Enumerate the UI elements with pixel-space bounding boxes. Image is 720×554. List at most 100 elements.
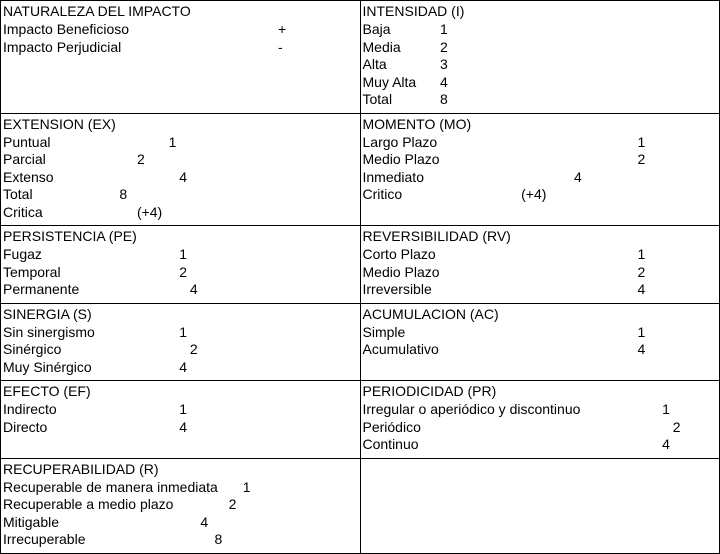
attribute-value: (+4) <box>521 186 546 204</box>
attribute-value: 3 <box>440 56 448 74</box>
attribute-value: 2 <box>637 151 645 169</box>
cell-header: MOMENTO (MO) <box>363 116 716 132</box>
cell-sinergia: SINERGIA (S)Sin sinergismo1Sinérgico2Muy… <box>1 303 361 381</box>
attribute-label: Muy Alta <box>363 74 417 90</box>
attribute-row: Inmediato 4 <box>363 169 716 187</box>
attribute-label: Baja <box>363 21 391 37</box>
attribute-row: Puntual 1 <box>3 134 356 152</box>
attribute-row: Simple 1 <box>363 324 716 342</box>
attribute-value: 4 <box>179 359 187 377</box>
attribute-label: Impacto Perjudicial <box>3 39 121 55</box>
attribute-label: Total <box>363 91 393 107</box>
attribute-row: Largo Plazo1 <box>363 134 716 152</box>
attribute-value: 1 <box>637 246 645 264</box>
attribute-value: 4 <box>200 514 208 532</box>
attribute-label: Total <box>3 186 33 202</box>
attribute-label: Mitigable <box>3 514 59 530</box>
attribute-row: Muy Alta4 <box>363 74 716 92</box>
attribute-label: Largo Plazo <box>363 134 438 150</box>
attribute-row: Impacto Perjudicial - <box>3 39 356 57</box>
attribute-value: - <box>278 39 283 57</box>
cell-acumulacion: ACUMULACION (AC) Simple 1Acumulativo4 <box>360 303 720 381</box>
attribute-value: 1 <box>179 324 187 342</box>
attribute-value: 4 <box>637 281 645 299</box>
attribute-row: Irregular o aperiódico y discontinuo1 <box>363 401 716 419</box>
attribute-row: Fugaz1 <box>3 246 356 264</box>
attribute-row: Temporal2 <box>3 264 356 282</box>
cell-naturaleza: NATURALEZA DEL IMPACTO Impacto Beneficios… <box>1 1 361 114</box>
attribute-value: 2 <box>637 264 645 282</box>
attribute-value: 2 <box>673 419 681 437</box>
attribute-label: Recuperable a medio plazo <box>3 496 173 512</box>
attribute-label: Inmediato <box>363 169 424 185</box>
attribute-label: Medio Plazo <box>363 264 440 280</box>
attribute-row: Total 8 <box>3 186 356 204</box>
attribute-row: Sinérgico2 <box>3 341 356 359</box>
attribute-label: Simple <box>363 324 406 340</box>
attribute-row: Medio Plazo 2 <box>363 264 716 282</box>
attribute-value: 8 <box>119 186 127 204</box>
attribute-value: 1 <box>179 246 187 264</box>
attribute-label: Impacto Beneficioso <box>3 21 129 37</box>
attribute-label: Continuo <box>363 436 419 452</box>
attribute-label: Sin sinergismo <box>3 324 95 340</box>
attribute-value: 2 <box>179 264 187 282</box>
attribute-label: Irregular o aperiódico y discontinuo <box>363 401 581 417</box>
attribute-value: + <box>278 21 286 39</box>
attribute-value: 1 <box>637 324 645 342</box>
cell-intensidad: INTENSIDAD (I) Baja 1Media2Alta 3Muy Alta4T… <box>360 1 720 114</box>
attribute-row: Medio Plazo2 <box>363 151 716 169</box>
attribute-label: Recuperable de manera inmediata <box>3 479 218 495</box>
attribute-label: Periódico <box>363 419 421 435</box>
attribute-label: Irreversible <box>363 281 432 297</box>
attribute-row: Sin sinergismo 1 <box>3 324 356 342</box>
attribute-row: Media2 <box>363 39 716 57</box>
attribute-row: Directo4 <box>3 419 356 437</box>
attribute-value: 4 <box>179 169 187 187</box>
cell-header: PERIODICIDAD (PR) <box>363 383 716 399</box>
attribute-row: Mitigable 4 <box>3 514 356 532</box>
cell-header: ACUMULACION (AC) <box>363 306 716 322</box>
cell-recuperabilidad: RECUPERABILIDAD (R)Recuperable de manera… <box>1 458 361 553</box>
attribute-row: Continuo 4 <box>363 436 716 454</box>
impact-attributes-table: { "layout": { "width_px": 720, "height_p… <box>0 0 720 540</box>
cell-periodicidad: PERIODICIDAD (PR) Irregular o aperiódico … <box>360 381 720 459</box>
cell-header: INTENSIDAD (I) <box>363 3 716 19</box>
grid: NATURALEZA DEL IMPACTO Impacto Beneficios… <box>0 0 720 554</box>
attribute-label: Muy Sinérgico <box>3 359 92 375</box>
attribute-row: Muy Sinérgico 4 <box>3 359 356 377</box>
attribute-value: 1 <box>169 134 177 152</box>
attribute-label: Critica <box>3 204 43 220</box>
attribute-row: Parcial2 <box>3 151 356 169</box>
attribute-row: Alta 3 <box>363 56 716 74</box>
attribute-label: Acumulativo <box>363 341 439 357</box>
attribute-value: 1 <box>440 21 448 39</box>
cell-header: REVERSIBILIDAD (RV) <box>363 228 716 244</box>
attribute-value: 8 <box>440 91 448 109</box>
attribute-row: Recuperable a medio plazo 2 <box>3 496 356 514</box>
attribute-value: 4 <box>574 169 582 187</box>
attribute-value: 4 <box>662 436 670 454</box>
attribute-row: Acumulativo4 <box>363 341 716 359</box>
attribute-label: Alta <box>363 56 387 72</box>
attribute-row: Critica(+4) <box>3 204 356 222</box>
cell-efecto: EFECTO (EF) Indirecto1Directo4 <box>1 381 361 459</box>
attribute-row: Baja 1 <box>363 21 716 39</box>
attribute-row: Indirecto1 <box>3 401 356 419</box>
attribute-value: 2 <box>440 39 448 57</box>
empty-cell <box>360 458 720 553</box>
attribute-value: 2 <box>190 341 198 359</box>
cell-header: EFECTO (EF) <box>3 383 356 399</box>
attribute-label: Permanente <box>3 281 79 297</box>
attribute-row: Extenso 4 <box>3 169 356 187</box>
attribute-label: Puntual <box>3 134 50 150</box>
attribute-label: Corto Plazo <box>363 246 436 262</box>
cell-momento: MOMENTO (MO) Largo Plazo1Medio Plazo2Inme… <box>360 113 720 226</box>
attribute-value: 2 <box>229 496 237 514</box>
attribute-label: Extenso <box>3 169 54 185</box>
attribute-row: Total 8 <box>363 91 716 109</box>
cell-persistencia: PERSISTENCIA (PE) Fugaz1Temporal2Permanen… <box>1 226 361 304</box>
cell-header: PERSISTENCIA (PE) <box>3 228 356 244</box>
attribute-value: 2 <box>137 151 145 169</box>
cell-header: NATURALEZA DEL IMPACTO <box>3 3 356 19</box>
